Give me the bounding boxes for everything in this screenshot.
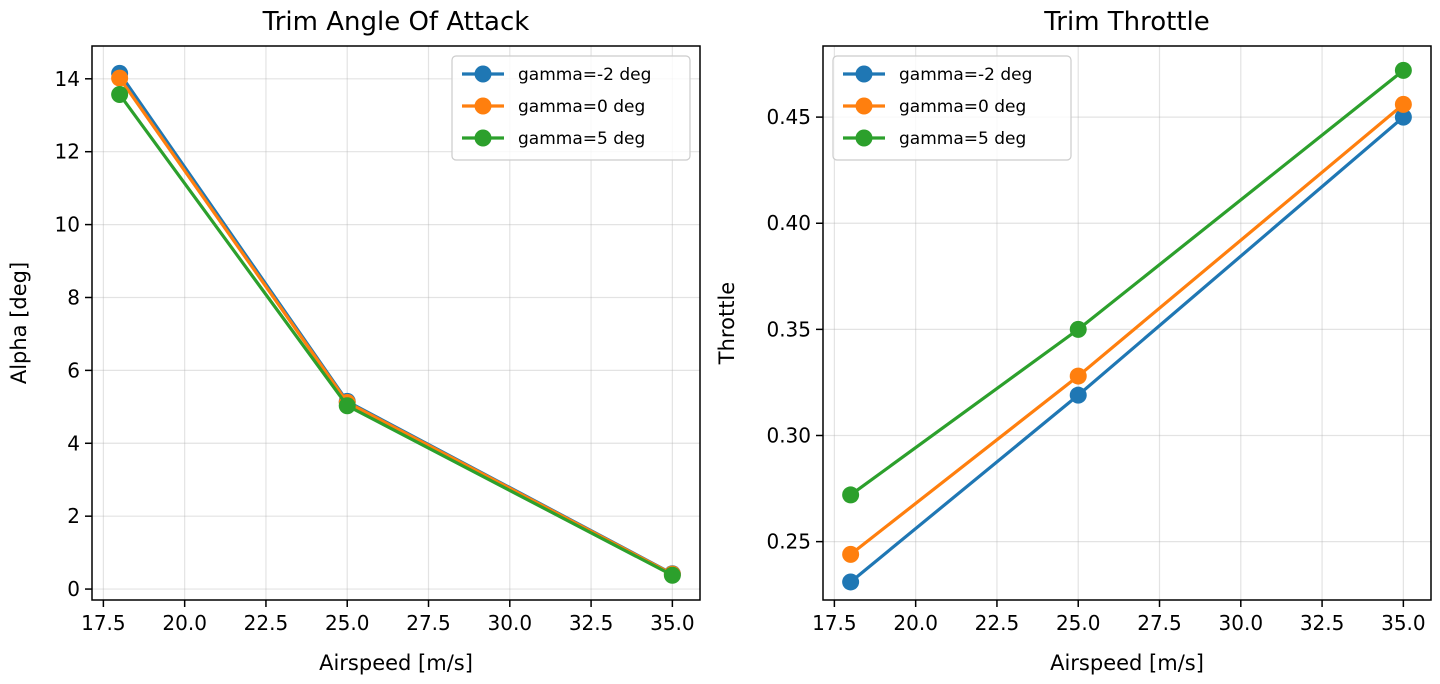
throttle-data-point-gamma-2-deg — [842, 573, 860, 591]
throttle-axes-frame — [822, 45, 1432, 601]
alpha-y-tick-label: 6 — [67, 358, 80, 382]
throttle-y-tick-label: 0.35 — [766, 317, 811, 341]
throttle-x-tick-label: 32.5 — [1300, 611, 1345, 635]
throttle-y-tick-label: 0.40 — [766, 211, 811, 235]
alpha-y-tick-label: 12 — [55, 140, 80, 164]
alpha-x-tick-label: 20.0 — [162, 611, 207, 635]
throttle-legend-swatch-marker — [855, 129, 873, 147]
throttle-y-tick-label: 0.25 — [766, 530, 811, 554]
throttle-data-point-gamma-2-deg — [1069, 386, 1087, 404]
alpha-y-tick-label: 8 — [67, 285, 80, 309]
throttle-legend-label: gamma=5 deg — [899, 129, 1026, 149]
throttle-legend: gamma=-2 deg gamma=0 deg gamma=5 deg — [832, 55, 1072, 161]
alpha-y-tick-label: 10 — [55, 213, 80, 237]
throttle-legend-swatch-marker — [855, 65, 873, 83]
alpha-legend-label: gamma=0 deg — [518, 97, 645, 117]
alpha-x-tick-label: 25.0 — [325, 611, 370, 635]
alpha-data-point-gamma-5-deg — [338, 397, 356, 415]
alpha-x-axis-label: Airspeed [m/s] — [319, 651, 473, 675]
throttle-legend-label: gamma=-2 deg — [899, 65, 1032, 85]
throttle-legend-swatch-marker — [855, 97, 873, 115]
throttle-x-tick-label: 20.0 — [893, 611, 938, 635]
alpha-data-point-gamma-5-deg — [111, 85, 129, 103]
throttle-legend-label: gamma=0 deg — [899, 97, 1026, 117]
alpha-data-point-gamma-5-deg — [663, 566, 681, 584]
throttle-y-tick-label: 0.30 — [766, 423, 811, 447]
throttle-data-point-gamma-5-deg — [1069, 320, 1087, 338]
alpha-legend-swatch-marker — [474, 65, 492, 83]
alpha-series-line-gamma-5-deg — [118, 92, 674, 577]
alpha-x-tick-label: 17.5 — [81, 611, 126, 635]
alpha-chart: 17.5 20.0 22.5 25.0 27.5 30.0 32.5 35.0 0 2 4 6 8 10 1… — [7, 7, 701, 675]
throttle-data-point-gamma-5-deg — [842, 486, 860, 504]
alpha-legend-label: gamma=5 deg — [518, 129, 645, 149]
alpha-y-tick-label: 4 — [67, 431, 80, 455]
throttle-data-point-gamma-2-deg — [1394, 108, 1412, 126]
throttle-x-tick-label: 17.5 — [812, 611, 857, 635]
throttle-legend-box — [832, 55, 1072, 161]
alpha-legend-box — [451, 55, 691, 161]
throttle-series-line-gamma-2-deg — [849, 115, 1405, 584]
alpha-x-tick-label: 32.5 — [569, 611, 614, 635]
throttle-x-tick-label: 25.0 — [1056, 611, 1101, 635]
alpha-x-tick-label: 22.5 — [244, 611, 289, 635]
alpha-y-tick-label: 14 — [55, 67, 80, 91]
alpha-axes-frame — [91, 45, 701, 601]
alpha-legend: gamma=-2 deg gamma=0 deg gamma=5 deg — [451, 55, 691, 161]
alpha-x-tick-label: 30.0 — [488, 611, 533, 635]
alpha-y-tick-label: 0 — [67, 577, 80, 601]
throttle-chart-title: Trim Throttle — [1043, 7, 1210, 37]
alpha-chart-title: Trim Angle Of Attack — [262, 7, 530, 37]
alpha-legend-label: gamma=-2 deg — [518, 65, 651, 85]
alpha-y-axis-label: Alpha [deg] — [7, 262, 31, 384]
alpha-legend-swatch-marker — [474, 129, 492, 147]
alpha-legend-swatch-marker — [474, 97, 492, 115]
throttle-x-tick-label: 27.5 — [1137, 611, 1182, 635]
alpha-y-tick-label: 2 — [67, 504, 80, 528]
throttle-x-tick-label: 35.0 — [1381, 611, 1426, 635]
throttle-x-axis-label: Airspeed [m/s] — [1050, 651, 1204, 675]
alpha-data-point-gamma-0-deg — [111, 69, 129, 87]
throttle-y-tick-label: 0.45 — [766, 105, 811, 129]
alpha-x-tick-label: 27.5 — [406, 611, 451, 635]
throttle-data-point-gamma-0-deg — [1069, 367, 1087, 385]
throttle-data-point-gamma-0-deg — [842, 545, 860, 563]
throttle-data-point-gamma-5-deg — [1394, 61, 1412, 79]
throttle-x-tick-label: 22.5 — [975, 611, 1020, 635]
throttle-chart: 17.5 20.0 22.5 25.0 27.5 30.0 32.5 35.0 0.25 0.30… — [715, 7, 1432, 675]
throttle-x-tick-label: 30.0 — [1219, 611, 1264, 635]
throttle-y-axis-label: Throttle — [715, 282, 739, 365]
alpha-x-tick-label: 35.0 — [650, 611, 695, 635]
throttle-data-point-gamma-0-deg — [1394, 95, 1412, 113]
